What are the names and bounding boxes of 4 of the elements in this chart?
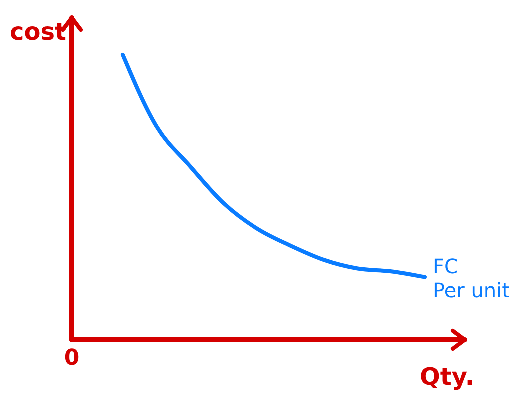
x-axis-title: Qty. — [420, 363, 474, 391]
series-label: FC Per unit — [433, 254, 510, 302]
text: 0 — [64, 346, 80, 371]
y-axis-title: cost — [10, 18, 66, 46]
